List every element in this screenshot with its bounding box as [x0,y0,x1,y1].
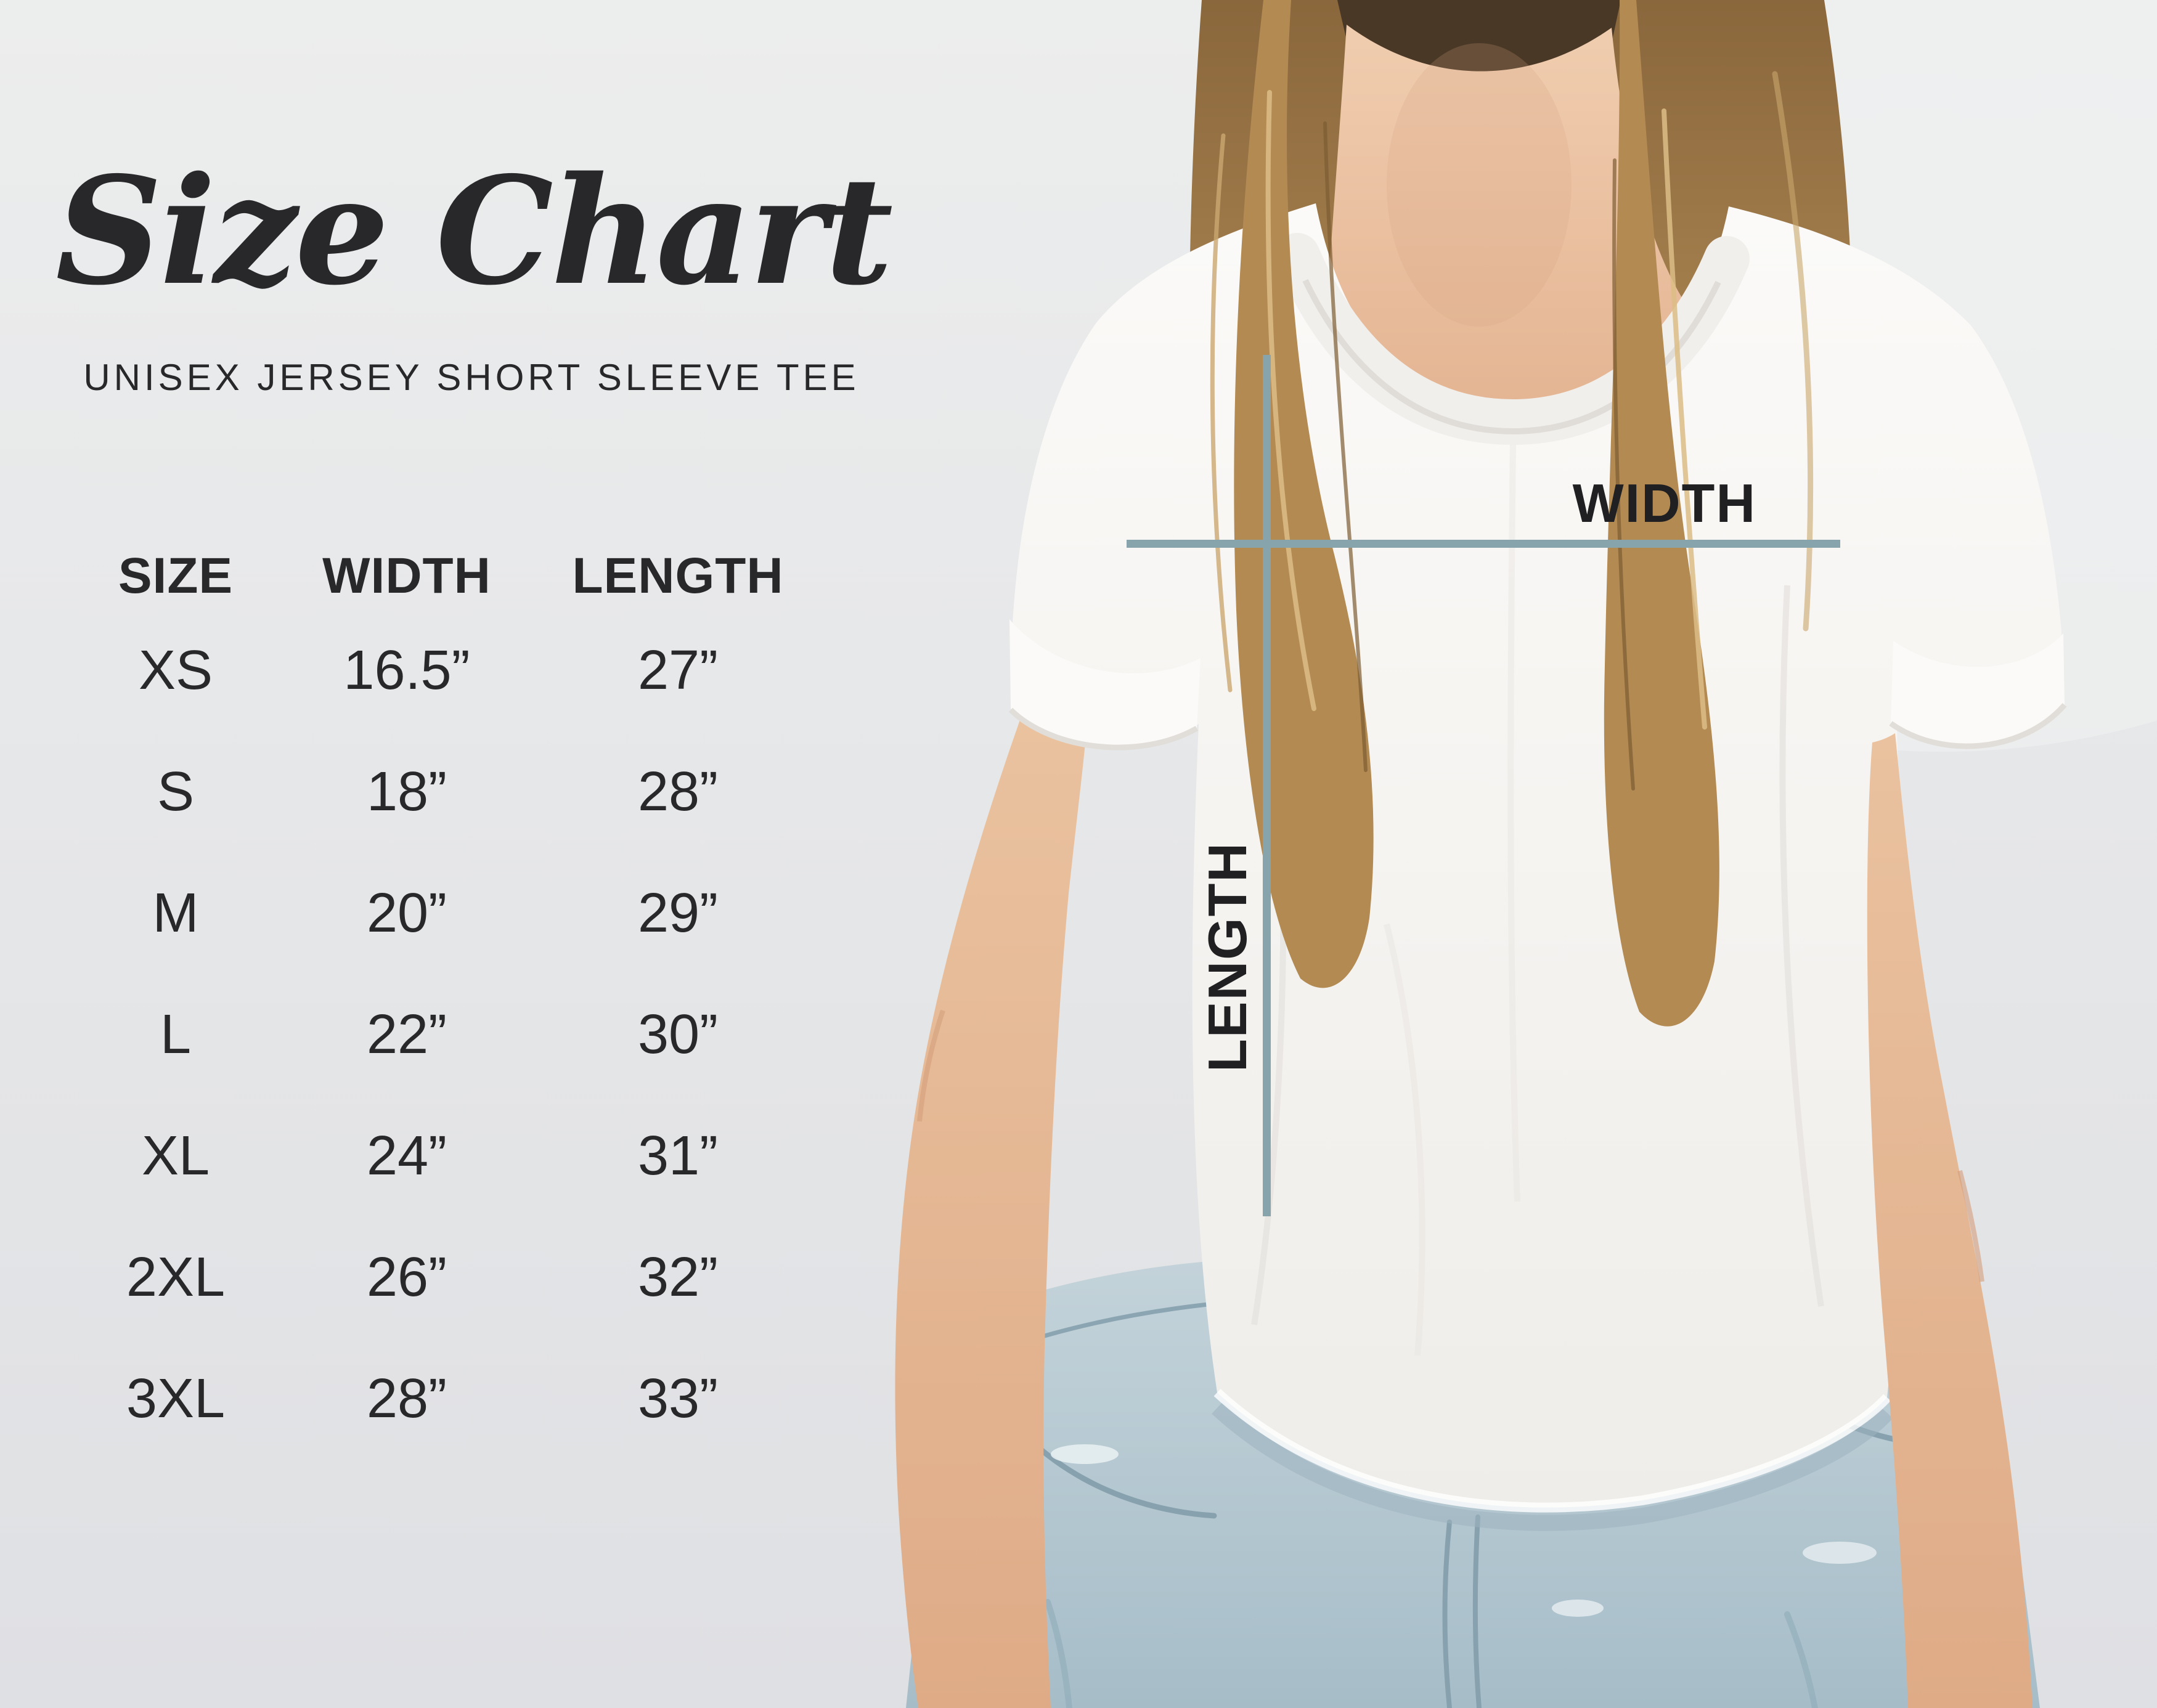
table-row: 3XL 28” 33” [68,1338,826,1460]
hem-shadow [1212,1402,1893,1531]
width-cell: 24” [366,1125,447,1187]
length-measure-line [1263,355,1271,1216]
column-header-length: LENGTH [572,548,784,604]
width-cell: 16.5” [343,640,470,701]
width-label: WIDTH [1572,473,1756,534]
width-measure-line [1127,540,1840,548]
size-cell: 3XL [126,1368,226,1429]
length-cell: 32” [637,1246,719,1308]
left-cuff-edge [1008,707,1199,750]
right-arm [1867,733,2033,1708]
length-cell: 33” [637,1368,719,1429]
table-header: SIZE WIDTH LENGTH [68,542,826,610]
table-row: 2XL 26” 32” [68,1217,826,1338]
hem-highlight [1213,1389,1891,1513]
right-cuff [1891,633,2065,747]
left-panel: Size Chart UNISEX JERSEY SHORT SLEEVE TE… [0,0,900,1708]
size-cell: XS [138,640,213,701]
size-cell: 2XL [126,1246,226,1308]
width-cell: 28” [366,1368,447,1429]
width-cell: 20” [366,882,447,944]
length-cell: 27” [637,640,719,701]
width-cell: 26” [366,1246,447,1308]
column-header-width: WIDTH [322,548,491,604]
right-arm-shading [1957,1169,1984,1282]
table-row: M 20” 29” [68,853,826,974]
size-cell: L [160,1004,192,1065]
hair-strands [1210,71,1814,791]
length-cell: 31” [637,1125,719,1187]
table-row: XS 16.5” 27” [68,610,826,731]
size-cell: XL [141,1125,210,1187]
page-title: Size Chart [55,144,893,318]
length-label: LENGTH [1197,842,1258,1072]
collar-seam [1302,279,1721,435]
neck-shading [1387,43,1572,327]
size-table: SIZE WIDTH LENGTH XS 16.5” 27” S 18” 28”… [68,542,826,1460]
right-cuff-edge [1889,703,2067,749]
left-cuff [1009,619,1201,748]
left-elbow-shading [917,1009,945,1122]
left-arm [895,715,1086,1708]
size-cell: S [157,761,195,823]
width-cell: 18” [366,761,447,823]
table-row: XL 24” 31” [68,1096,826,1217]
length-cell: 28” [637,761,719,823]
table-row: L 22” 30” [68,974,826,1096]
length-cell: 30” [637,1004,719,1065]
length-cell: 29” [637,882,719,944]
size-cell: M [152,882,199,944]
column-header-size: SIZE [118,548,234,604]
width-cell: 22” [366,1004,447,1065]
page-subtitle: UNISEX JERSEY SHORT SLEEVE TEE [83,357,860,398]
table-row: S 18” 28” [68,731,826,853]
